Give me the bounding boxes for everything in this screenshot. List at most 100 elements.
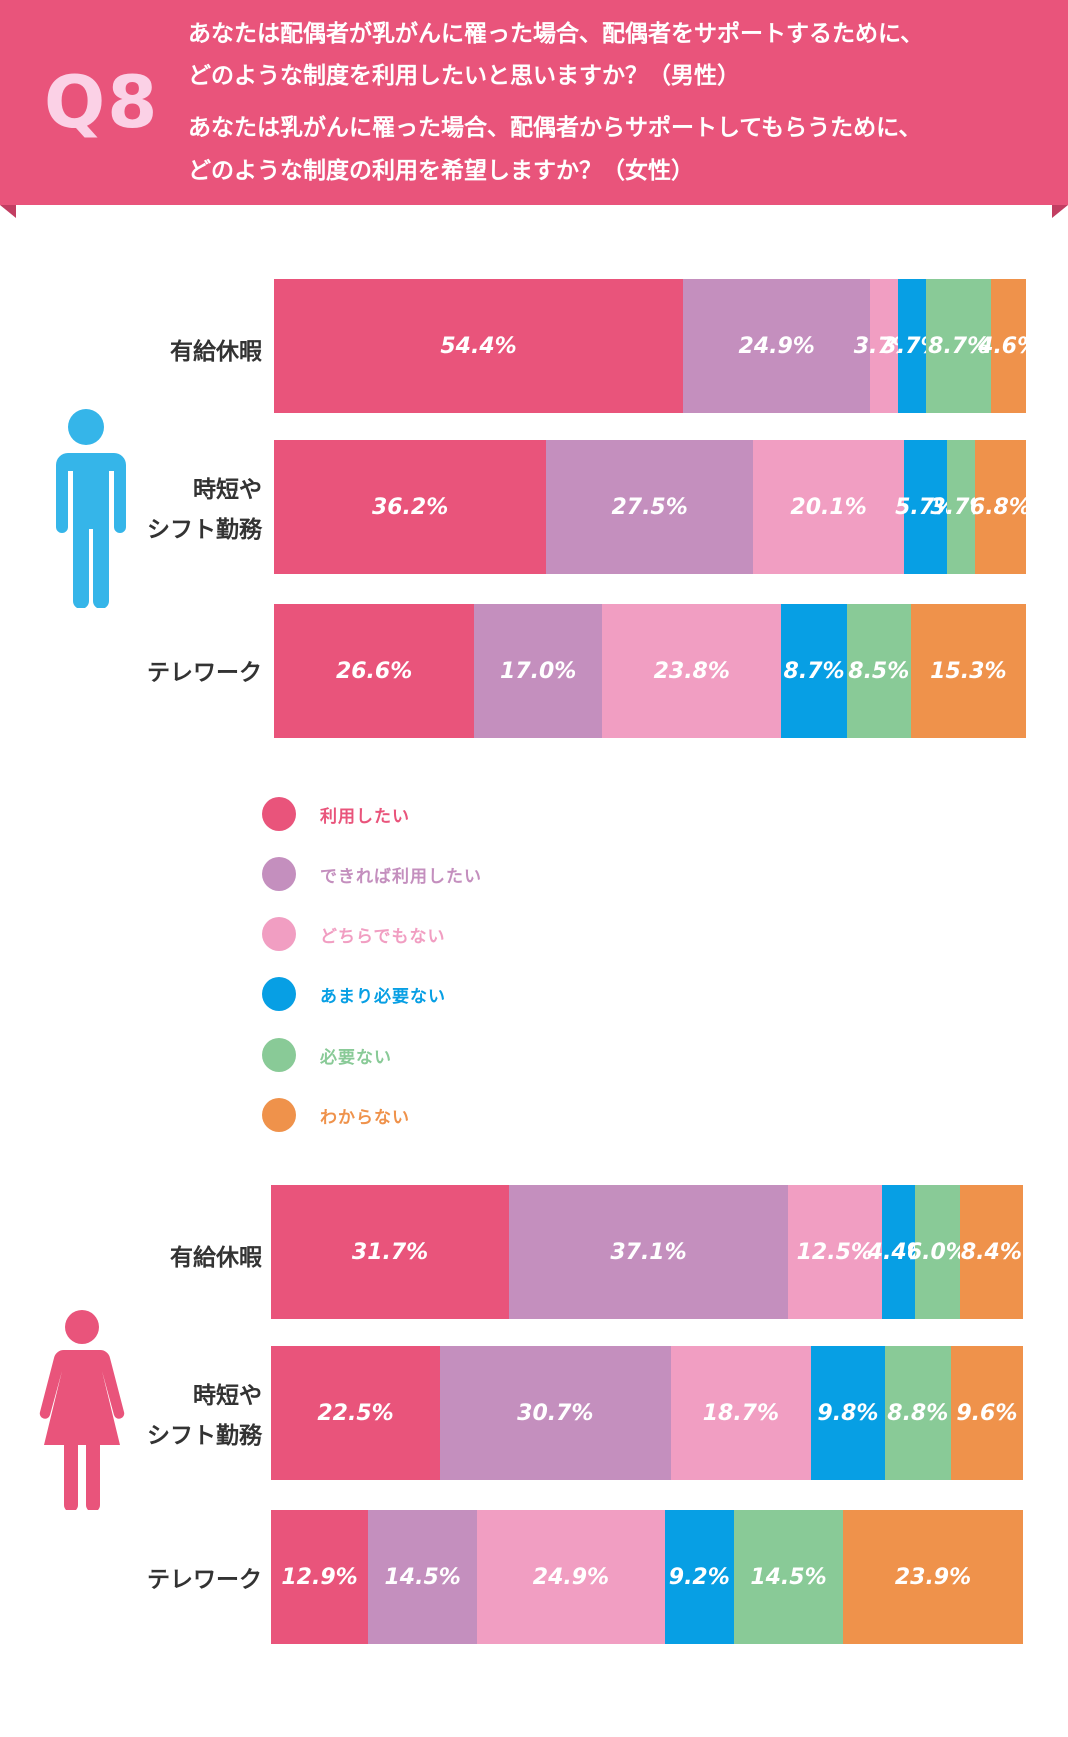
female-bar-1-label-2: 18.7% (702, 1400, 780, 1426)
male-person-icon (56, 409, 126, 608)
legend-item-1: できれば利用したい (262, 857, 482, 891)
female-bar-1-segment-2: 18.7% (670, 1346, 812, 1480)
male-row-label-2-line-0: テレワーク (147, 660, 262, 686)
male-bar-0-label-0: 54.4% (440, 333, 517, 359)
question-female-line-1: あなたは乳がんに罹った場合、配偶者からサポートしてもらうために、 (188, 115, 922, 141)
female-bar-2-segment-1: 14.5% (368, 1510, 478, 1644)
female-bar-0-segment-3: 4.4% (868, 1185, 929, 1319)
female-bar-2-label-3: 9.2% (668, 1564, 730, 1590)
male-bar-0-segment-5: 4.6% (978, 279, 1039, 413)
female-bar-1-segment-4: 8.8% (884, 1346, 951, 1480)
female-bar-0-label-4: 6.0% (906, 1239, 968, 1265)
male-row-label-0-line-0: 有給休暇 (170, 339, 262, 365)
male-bar-2-segment-3: 8.7% (781, 604, 847, 738)
male-bar-1-segment-5: 6.8% (970, 440, 1031, 574)
legend-label-4: 必要ない (320, 1047, 392, 1068)
female-person-icon (39, 1310, 125, 1510)
male-bar-1: 36.2% 27.5% 20.1% 5.7% 3.7% 6.8% (274, 440, 1031, 574)
banner-fold-right (1052, 205, 1068, 218)
legend-swatch-2 (262, 917, 296, 951)
female-row-label-2: テレワーク (112, 1560, 262, 1600)
female-bar-2-segment-3: 9.2% (664, 1510, 734, 1644)
male-bar-0: 54.4% 24.9% 3.7% 3.7% 8.7% 4.6% (274, 279, 1039, 413)
legend-label-3: あまり必要ない (320, 986, 446, 1007)
male-bar-1-segment-1: 27.5% (546, 440, 754, 574)
legend-item-3: あまり必要ない (262, 977, 446, 1011)
male-bar-2-label-5: 15.3% (930, 658, 1007, 684)
female-bar-0-label-5: 8.4% (960, 1239, 1022, 1265)
legend-swatch-1 (262, 857, 296, 891)
female-bar-1-label-5: 9.6% (956, 1400, 1018, 1426)
male-row-label-1-line-1: シフト勤務 (147, 517, 262, 543)
male-bar-1-segment-3: 5.7% (895, 440, 956, 574)
legend-label-0: 利用したい (320, 806, 410, 827)
female-bar-1-segment-0: 22.5% (271, 1346, 441, 1480)
male-bar-0-label-5: 4.6% (978, 333, 1040, 359)
male-bar-2-label-3: 8.7% (783, 658, 845, 684)
male-bar-0-segment-1: 24.9% (683, 279, 871, 413)
female-bar-2-label-4: 14.5% (750, 1564, 827, 1590)
male-bar-2: 26.6% 17.0% 23.8% 8.7% 8.5% 15.3% (274, 604, 1026, 738)
female-row-label-0-line-0: 有給休暇 (170, 1245, 262, 1271)
female-bar-2-segment-4: 14.5% (733, 1510, 844, 1644)
female-bar-0-segment-1: 37.1% (509, 1185, 788, 1319)
question-male-line-2: どのような制度を利用したいと思いますか？（男性） (188, 63, 740, 89)
female-bar-0: 31.7% 37.1% 12.5% 4.4% 6.0% 8.4% (271, 1185, 1023, 1319)
male-bar-1-label-5: 6.8% (969, 494, 1031, 520)
female-bar-2: 12.9% 14.5% 24.9% 9.2% 14.5% 23.9% (271, 1510, 1023, 1644)
male-row-label-1: 時短や シフト勤務 (112, 470, 262, 550)
legend-label-5: わからない (320, 1107, 410, 1128)
legend-item-0: 利用したい (262, 797, 410, 831)
male-row-label-1-line-0: 時短や (193, 477, 262, 503)
legend-label-1: できれば利用したい (320, 866, 482, 887)
question-number: Q8 (44, 60, 160, 144)
female-bar-2-label-2: 24.9% (532, 1564, 610, 1590)
male-bar-1-segment-0: 36.2% (274, 440, 547, 574)
female-bar-1: 22.5% 30.7% 18.7% 9.8% 8.8% 9.6% (271, 1346, 1023, 1480)
legend-swatch-3 (262, 977, 296, 1011)
female-bar-0-segment-2: 12.5% (787, 1185, 882, 1319)
female-row-label-1-line-0: 時短や (193, 1383, 262, 1409)
female-bar-0-segment-0: 31.7% (271, 1185, 510, 1319)
legend-swatch-4 (262, 1038, 296, 1072)
male-row-label-2: テレワーク (112, 653, 262, 693)
female-row-label-1-line-1: シフト勤務 (147, 1423, 262, 1449)
male-bar-1-label-0: 36.2% (371, 494, 449, 520)
male-bar-2-segment-5: 15.3% (910, 604, 1026, 738)
male-bar-2-segment-0: 26.6% (274, 604, 475, 738)
male-bar-0-segment-0: 54.4% (274, 279, 684, 413)
female-bar-1-segment-5: 9.6% (950, 1346, 1023, 1480)
male-bar-1-label-1: 27.5% (611, 494, 688, 520)
legend-swatch-0 (262, 797, 296, 831)
question-female-line-2: どのような制度の利用を希望しますか？（女性） (188, 158, 694, 184)
male-bar-2-label-1: 17.0% (500, 658, 577, 684)
female-bar-1-label-0: 22.5% (317, 1400, 394, 1426)
legend-label-2: どちらでもない (320, 926, 446, 947)
female-bar-1-label-4: 8.8% (887, 1400, 949, 1426)
female-bar-1-segment-3: 9.8% (811, 1346, 885, 1480)
female-bar-1-label-3: 9.8% (817, 1400, 879, 1426)
female-bar-2-label-0: 12.9% (281, 1564, 358, 1590)
question-male-line-1: あなたは配偶者が乳がんに罹った場合、配偶者をサポートするために、 (188, 21, 924, 47)
male-bar-0-segment-4: 8.7% (925, 279, 992, 413)
male-bar-2-label-0: 26.6% (335, 658, 413, 684)
male-bar-0-label-1: 24.9% (738, 333, 815, 359)
male-bar-2-label-4: 8.5% (848, 658, 910, 684)
female-bar-2-label-1: 14.5% (384, 1564, 461, 1590)
female-row-label-1: 時短や シフト勤務 (112, 1376, 262, 1456)
male-bar-2-label-2: 23.8% (653, 658, 730, 684)
female-bar-2-segment-2: 24.9% (477, 1510, 665, 1644)
male-row-label-0: 有給休暇 (112, 332, 262, 372)
female-bar-2-segment-0: 12.9% (271, 1510, 369, 1644)
female-bar-0-label-2: 12.5% (796, 1239, 873, 1265)
male-bar-1-segment-2: 20.1% (753, 440, 905, 574)
male-bar-2-segment-4: 8.5% (846, 604, 911, 738)
male-bar-1-label-2: 20.1% (790, 494, 867, 520)
female-bar-0-segment-4: 6.0% (907, 1185, 968, 1319)
male-bar-1-label-3: 5.7% (895, 494, 957, 520)
female-bar-0-segment-5: 8.4% (959, 1185, 1023, 1319)
female-row-label-0: 有給休暇 (112, 1238, 262, 1278)
male-bar-2-segment-1: 17.0% (474, 604, 603, 738)
female-bar-1-label-1: 30.7% (517, 1400, 594, 1426)
banner-fold-left (0, 205, 16, 218)
